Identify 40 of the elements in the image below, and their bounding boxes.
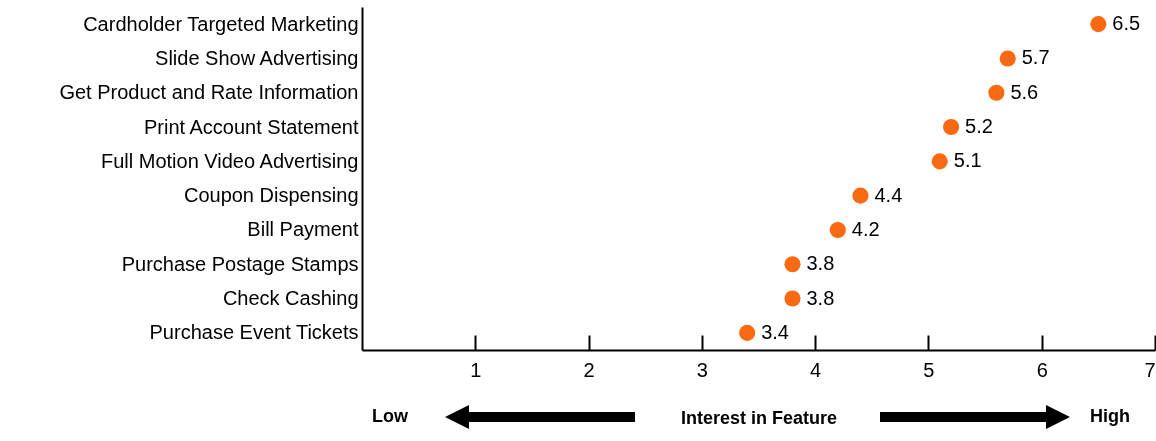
x-tick-label: 1: [470, 358, 482, 381]
y-tick-label: Full Motion Video Advertising: [100, 149, 359, 172]
y-tick-label: Bill Payment: [247, 218, 359, 241]
y-tick-label: Purchase Postage Stamps: [121, 252, 359, 275]
point: [852, 187, 869, 204]
point: [988, 84, 1005, 101]
x-tick-label: 7: [1144, 358, 1156, 381]
data-label: 5.6: [1010, 80, 1039, 103]
y-tick-label: Print Account Statement: [143, 115, 359, 138]
point: [999, 50, 1016, 67]
x-tick-label: 6: [1036, 358, 1048, 381]
point: [739, 324, 756, 341]
text: Low: [372, 406, 408, 427]
point: [784, 256, 801, 273]
point: [943, 119, 960, 136]
point: [829, 221, 846, 238]
point: [931, 153, 948, 170]
y-tick-label: Get Product and Rate Information: [59, 81, 359, 104]
text: High: [1090, 406, 1130, 427]
x-tick-label: 3: [696, 358, 708, 381]
data-label: 3.8: [806, 252, 835, 275]
x-axis-title: Interest in Feature: [680, 407, 838, 428]
data-label: 4.2: [851, 217, 880, 240]
point: [1090, 16, 1107, 33]
data-label: 5.2: [965, 115, 993, 138]
data-label: 5.1: [953, 149, 982, 172]
y-tick-label: Cardholder Targeted Marketing: [83, 12, 359, 35]
x-tick-label: 4: [810, 358, 822, 381]
x-tick-label: 5: [923, 358, 935, 381]
y-tick-label: Purchase Event Tickets: [149, 321, 359, 344]
y-tick-label: Coupon Dispensing: [183, 184, 359, 207]
x-tick-label: 2: [583, 358, 595, 381]
data-label: 3.8: [806, 286, 835, 309]
data-label: 3.4: [761, 320, 789, 343]
data-label: 4.4: [874, 183, 903, 206]
y-tick-label: Slide Show Advertising: [155, 46, 359, 69]
y-tick-label: Check Cashing: [222, 287, 359, 310]
data-label: 5.7: [1021, 46, 1050, 69]
data-label: 6.5: [1112, 12, 1141, 35]
point: [784, 290, 801, 307]
